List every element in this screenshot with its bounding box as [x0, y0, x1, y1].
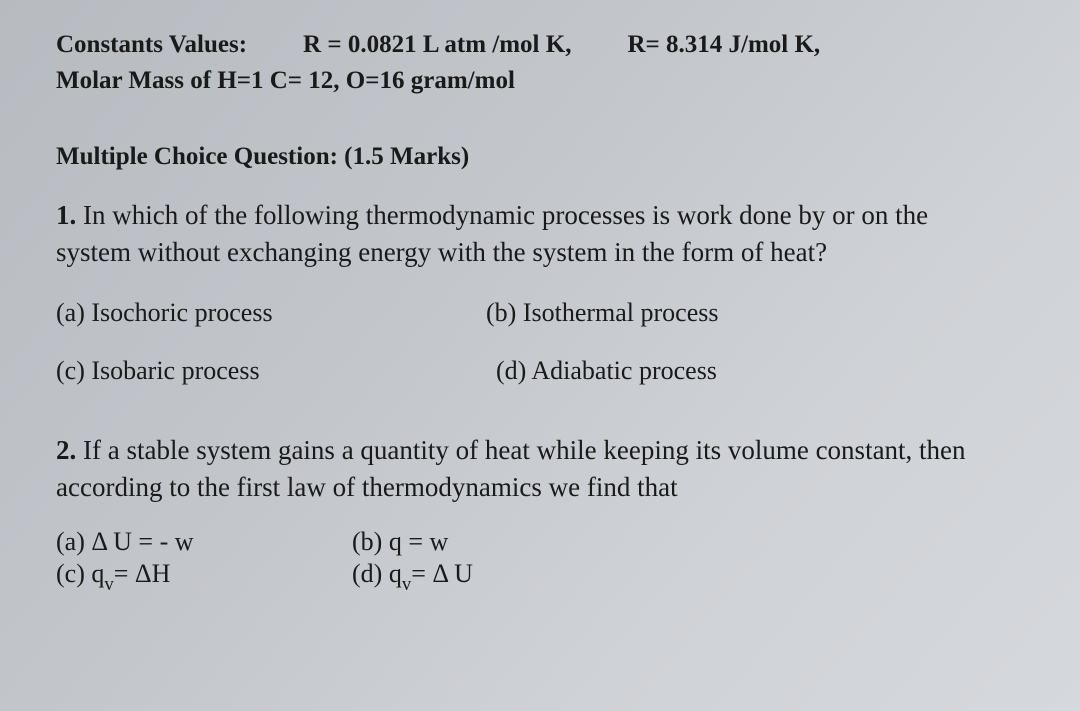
- q2-c-sub: v: [104, 574, 113, 595]
- q2-c-post: = ΔH: [114, 559, 171, 588]
- q2-d-sub: v: [402, 574, 411, 595]
- q2-option-c: (c) qv= ΔH: [56, 559, 352, 594]
- q1-number: 1.: [56, 200, 76, 230]
- q1-text-1: In which of the following thermodynamic …: [76, 200, 928, 230]
- q1-option-a: (a) Isochoric process: [56, 298, 486, 328]
- q2-c-pre: (c) q: [56, 559, 104, 588]
- constants-label: Constants Values:: [56, 28, 247, 62]
- question-2: 2. If a stable system gains a quantity o…: [56, 432, 1024, 505]
- question-1: 1. In which of the following thermodynam…: [56, 197, 1024, 270]
- q2-text-1: If a stable system gains a quantity of h…: [76, 435, 965, 465]
- molar-mass-line: Molar Mass of H=1 C= 12, O=16 gram/mol: [56, 64, 1024, 98]
- q2-options: (a) Δ U = - w (b) q = w (c) qv= ΔH (d) q…: [56, 527, 1024, 594]
- mcq-heading: Multiple Choice Question: (1.5 Marks): [56, 140, 1024, 174]
- q1-option-b: (b) Isothermal process: [486, 298, 1024, 328]
- q2-option-d: (d) qv= Δ U: [352, 559, 1024, 594]
- q1-option-row-2: (c) Isobaric process (d) Adiabatic proce…: [56, 356, 1024, 386]
- q1-option-row-1: (a) Isochoric process (b) Isothermal pro…: [56, 298, 1024, 328]
- constant-r2: R= 8.314 J/mol K,: [627, 28, 820, 62]
- constants-row: Constants Values: R = 0.0821 L atm /mol …: [56, 28, 1024, 62]
- q2-d-pre: (d) q: [352, 559, 402, 588]
- q1-text-2: system without exchanging energy with th…: [56, 234, 1024, 270]
- q1-option-c: (c) Isobaric process: [56, 356, 486, 386]
- q2-number: 2.: [56, 435, 76, 465]
- constant-r1: R = 0.0821 L atm /mol K,: [303, 28, 571, 62]
- q1-option-d: (d) Adiabatic process: [486, 356, 1024, 386]
- q1-options: (a) Isochoric process (b) Isothermal pro…: [56, 298, 1024, 386]
- q2-d-post: = Δ U: [411, 559, 473, 588]
- q2-option-b: (b) q = w: [352, 527, 1024, 557]
- q2-option-row-1: (a) Δ U = - w (b) q = w: [56, 527, 1024, 557]
- q1-line1: 1. In which of the following thermodynam…: [56, 197, 1024, 233]
- q2-option-a: (a) Δ U = - w: [56, 527, 352, 557]
- q2-option-row-2: (c) qv= ΔH (d) qv= Δ U: [56, 559, 1024, 594]
- q2-text-2: according to the first law of thermodyna…: [56, 469, 1024, 505]
- q2-line1: 2. If a stable system gains a quantity o…: [56, 432, 1024, 468]
